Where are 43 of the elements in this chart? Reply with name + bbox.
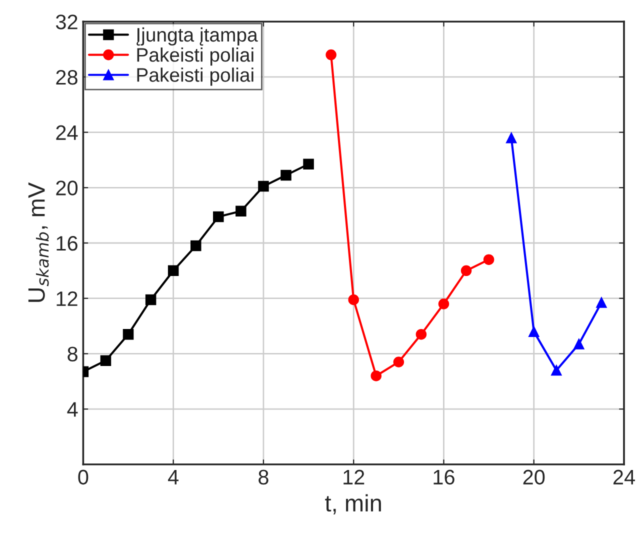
point xyxy=(416,328,427,340)
x-tick-label: 20 xyxy=(523,470,545,485)
y-tick-label: 16 xyxy=(56,236,78,251)
point xyxy=(506,132,517,144)
y-tick-label: 28 xyxy=(56,70,78,85)
point xyxy=(258,180,269,192)
point xyxy=(348,294,359,306)
point xyxy=(213,211,224,222)
point xyxy=(326,49,336,60)
point xyxy=(551,364,562,376)
x-axis-title: t, min xyxy=(325,494,381,514)
point xyxy=(393,356,404,368)
y-tick-label: 20 xyxy=(56,180,78,196)
point xyxy=(236,206,246,217)
x-tick-label: 24 xyxy=(613,470,635,484)
y-tick-label: 32 xyxy=(56,14,78,30)
y-tick-label: 12 xyxy=(56,291,78,306)
legend-label: Pakeisti poliai xyxy=(137,68,254,86)
point xyxy=(438,298,450,310)
y-tick-label: 24 xyxy=(56,125,78,140)
y-axis-title: U$_{skamb}$, mV xyxy=(28,182,49,302)
point xyxy=(483,254,494,265)
x-tick-label: 12 xyxy=(344,470,364,484)
point xyxy=(145,294,156,306)
point xyxy=(574,338,584,350)
x-tick-label: 4 xyxy=(168,470,179,484)
point xyxy=(122,328,134,340)
legend-label: Įjungta įtampa xyxy=(136,27,258,46)
point xyxy=(303,158,314,170)
legend-label: Pakeisti poliai xyxy=(137,48,254,66)
y-tick-label: 4 xyxy=(67,402,78,417)
point xyxy=(460,265,472,276)
point xyxy=(596,297,607,308)
point xyxy=(190,240,202,252)
point xyxy=(100,355,112,366)
point xyxy=(168,265,179,276)
x-tick-label: 16 xyxy=(434,470,454,485)
x-tick-label: 0 xyxy=(78,470,88,485)
point xyxy=(370,370,382,382)
point xyxy=(528,326,540,337)
y-tick-label: 8 xyxy=(68,346,78,362)
point xyxy=(280,170,292,181)
x-tick-label: 8 xyxy=(258,470,268,485)
